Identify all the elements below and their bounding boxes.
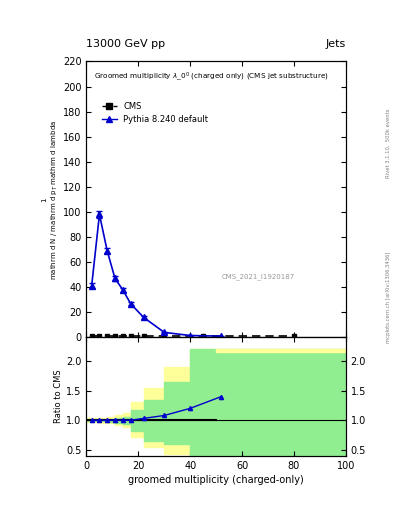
Legend: CMS, Pythia 8.240 default: CMS, Pythia 8.240 default — [98, 99, 212, 127]
CMS — [201, 332, 206, 338]
Text: Rivet 3.1.10,  500k events: Rivet 3.1.10, 500k events — [386, 109, 391, 178]
CMS — [120, 332, 125, 338]
Text: 13000 GeV pp: 13000 GeV pp — [86, 38, 165, 49]
CMS — [113, 332, 118, 338]
CMS — [89, 332, 94, 338]
CMS — [105, 332, 110, 338]
Text: Jets: Jets — [325, 38, 346, 49]
Line: CMS: CMS — [89, 333, 296, 338]
Text: Groomed multiplicity $\lambda\_0^0$ (charged only) (CMS jet substructure): Groomed multiplicity $\lambda\_0^0$ (cha… — [94, 70, 329, 82]
Y-axis label: Ratio to CMS: Ratio to CMS — [55, 370, 63, 423]
Text: CMS_2021_I1920187: CMS_2021_I1920187 — [221, 273, 295, 280]
CMS — [141, 332, 146, 338]
CMS — [162, 332, 167, 338]
X-axis label: groomed multiplicity (charged-only): groomed multiplicity (charged-only) — [128, 475, 304, 485]
Y-axis label: 1
mathrm d N / mathrm d p$_T$ mathrm d lambda: 1 mathrm d N / mathrm d p$_T$ mathrm d l… — [41, 119, 60, 280]
CMS — [97, 332, 102, 338]
CMS — [128, 332, 133, 338]
CMS — [292, 332, 296, 338]
Text: mcplots.cern.ch [arXiv:1306.3436]: mcplots.cern.ch [arXiv:1306.3436] — [386, 251, 391, 343]
